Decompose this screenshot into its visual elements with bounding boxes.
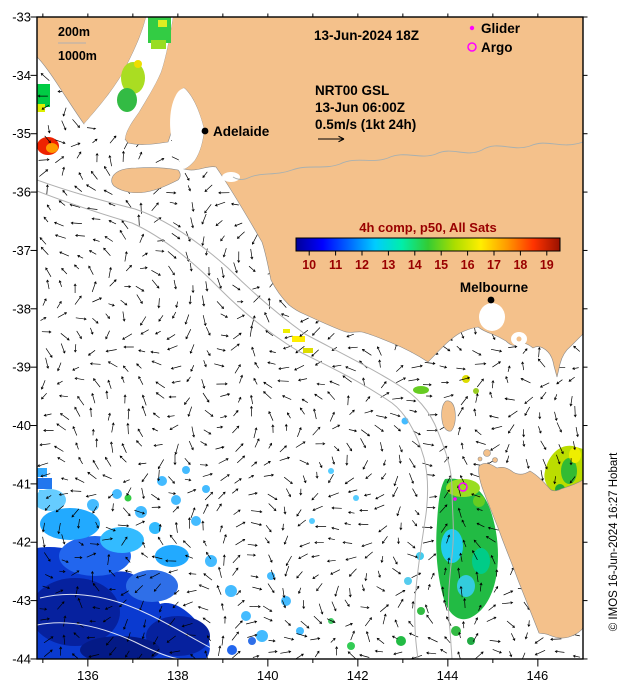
credit-text: © IMOS 16-Jun-2024 16:27 Hobart: [608, 452, 620, 631]
adelaide-marker: [201, 127, 209, 135]
colorbar-tick: 13: [381, 258, 395, 272]
colorbar-title: 4h comp, p50, All Sats: [359, 220, 497, 235]
sst-field: [37, 84, 583, 659]
colorbar-tick: 17: [487, 258, 501, 272]
argo-legend-label: Argo: [481, 40, 513, 55]
bathymetry-contour-200m: [37, 179, 454, 659]
king-island: [441, 400, 456, 432]
colorbar-tick: 18: [513, 258, 527, 272]
lat-tick-label: -36: [12, 185, 31, 200]
lat-tick-label: -34: [12, 68, 31, 83]
annotations: 200m 1000m 13-Jun-2024 18Z Glider Argo N…: [58, 21, 561, 272]
cities: Adelaide Melbourne: [201, 124, 529, 304]
port-phillip-bay: [479, 303, 505, 331]
lon-tick-label: 136: [77, 668, 99, 683]
colorbar-tick: 11: [329, 258, 342, 272]
lat-tick-label: -39: [12, 360, 31, 375]
tick-marks: [30, 13, 588, 667]
lat-tick-label: -43: [12, 593, 31, 608]
colorbar-tick: 10: [302, 258, 316, 272]
lat-tick-label: -38: [12, 301, 31, 316]
glider-legend-label: Glider: [481, 21, 521, 36]
lon-tick-label: 144: [437, 668, 459, 683]
colorbar-tick: 14: [408, 258, 422, 272]
lon-tick-labels: 136 138 140 142 144 146: [77, 668, 548, 683]
lat-tick-label: -41: [12, 476, 31, 491]
lon-tick-label: 142: [347, 668, 369, 683]
french-island: [516, 336, 522, 342]
lat-tick-label: -42: [12, 535, 31, 550]
lon-tick-label: 146: [527, 668, 549, 683]
lon-tick-label: 138: [167, 668, 189, 683]
land-mainland: [124, 17, 583, 378]
argo-marker: [458, 482, 468, 492]
adelaide-label: Adelaide: [213, 124, 270, 139]
tasmania: [478, 463, 583, 639]
observations: [453, 482, 468, 501]
contour-overlay-light: [39, 593, 216, 651]
lat-tick-label: -40: [12, 418, 31, 433]
colorbar-tick: 19: [540, 258, 554, 272]
colorbar: [295, 237, 561, 252]
vector-scale-arrow: [318, 135, 345, 143]
argo-legend-icon: [467, 42, 477, 52]
glider-marker: [453, 497, 457, 501]
murray-river: [232, 141, 583, 180]
lat-tick-label: -37: [12, 243, 31, 258]
colorbar-tick: 12: [355, 258, 369, 272]
small-island: [477, 456, 483, 462]
colorbar-tick: 16: [461, 258, 475, 272]
lat-tick-label: -35: [12, 126, 31, 141]
contour-label-200m: 200m: [58, 25, 90, 39]
glider-legend-icon: [469, 25, 475, 31]
lat-tick-label: -33: [12, 10, 31, 25]
lat-tick-labels: -33 -34 -35 -36 -37 -38 -39 -40 -41 -42 …: [12, 10, 31, 667]
vector-scale-label: 0.5m/s (1kt 24h): [315, 117, 416, 132]
melbourne-label: Melbourne: [460, 280, 529, 295]
hunter-island: [483, 449, 491, 457]
contours: [37, 141, 583, 659]
lake-alexandrina: [222, 172, 240, 182]
model-name: NRT00 GSL: [315, 83, 389, 98]
melbourne-marker: [487, 296, 495, 304]
bathymetry-contour-1000m: [37, 190, 429, 659]
contour-overlay-light: [37, 622, 181, 659]
gulf-st-vincent: [170, 88, 204, 169]
plot-frame: [36, 16, 584, 660]
three-hummock-island: [492, 457, 498, 463]
lon-tick-label: 140: [257, 668, 279, 683]
colorbar-tick-labels: 10 11 12 13 14 15 16 17 18 19: [302, 258, 554, 272]
sst-field-gulfs: [117, 17, 522, 342]
model-valid-time: 13-Jun 06:00Z: [315, 100, 405, 115]
kangaroo-island: [111, 167, 181, 194]
lat-tick-label: -44: [12, 651, 31, 666]
axes: -33 -34 -35 -36 -37 -38 -39 -40 -41 -42 …: [12, 10, 588, 683]
contour-label-1000m: 1000m: [58, 49, 97, 63]
map-timestamp: 13-Jun-2024 18Z: [314, 28, 419, 43]
colorbar-tick: 15: [434, 258, 448, 272]
